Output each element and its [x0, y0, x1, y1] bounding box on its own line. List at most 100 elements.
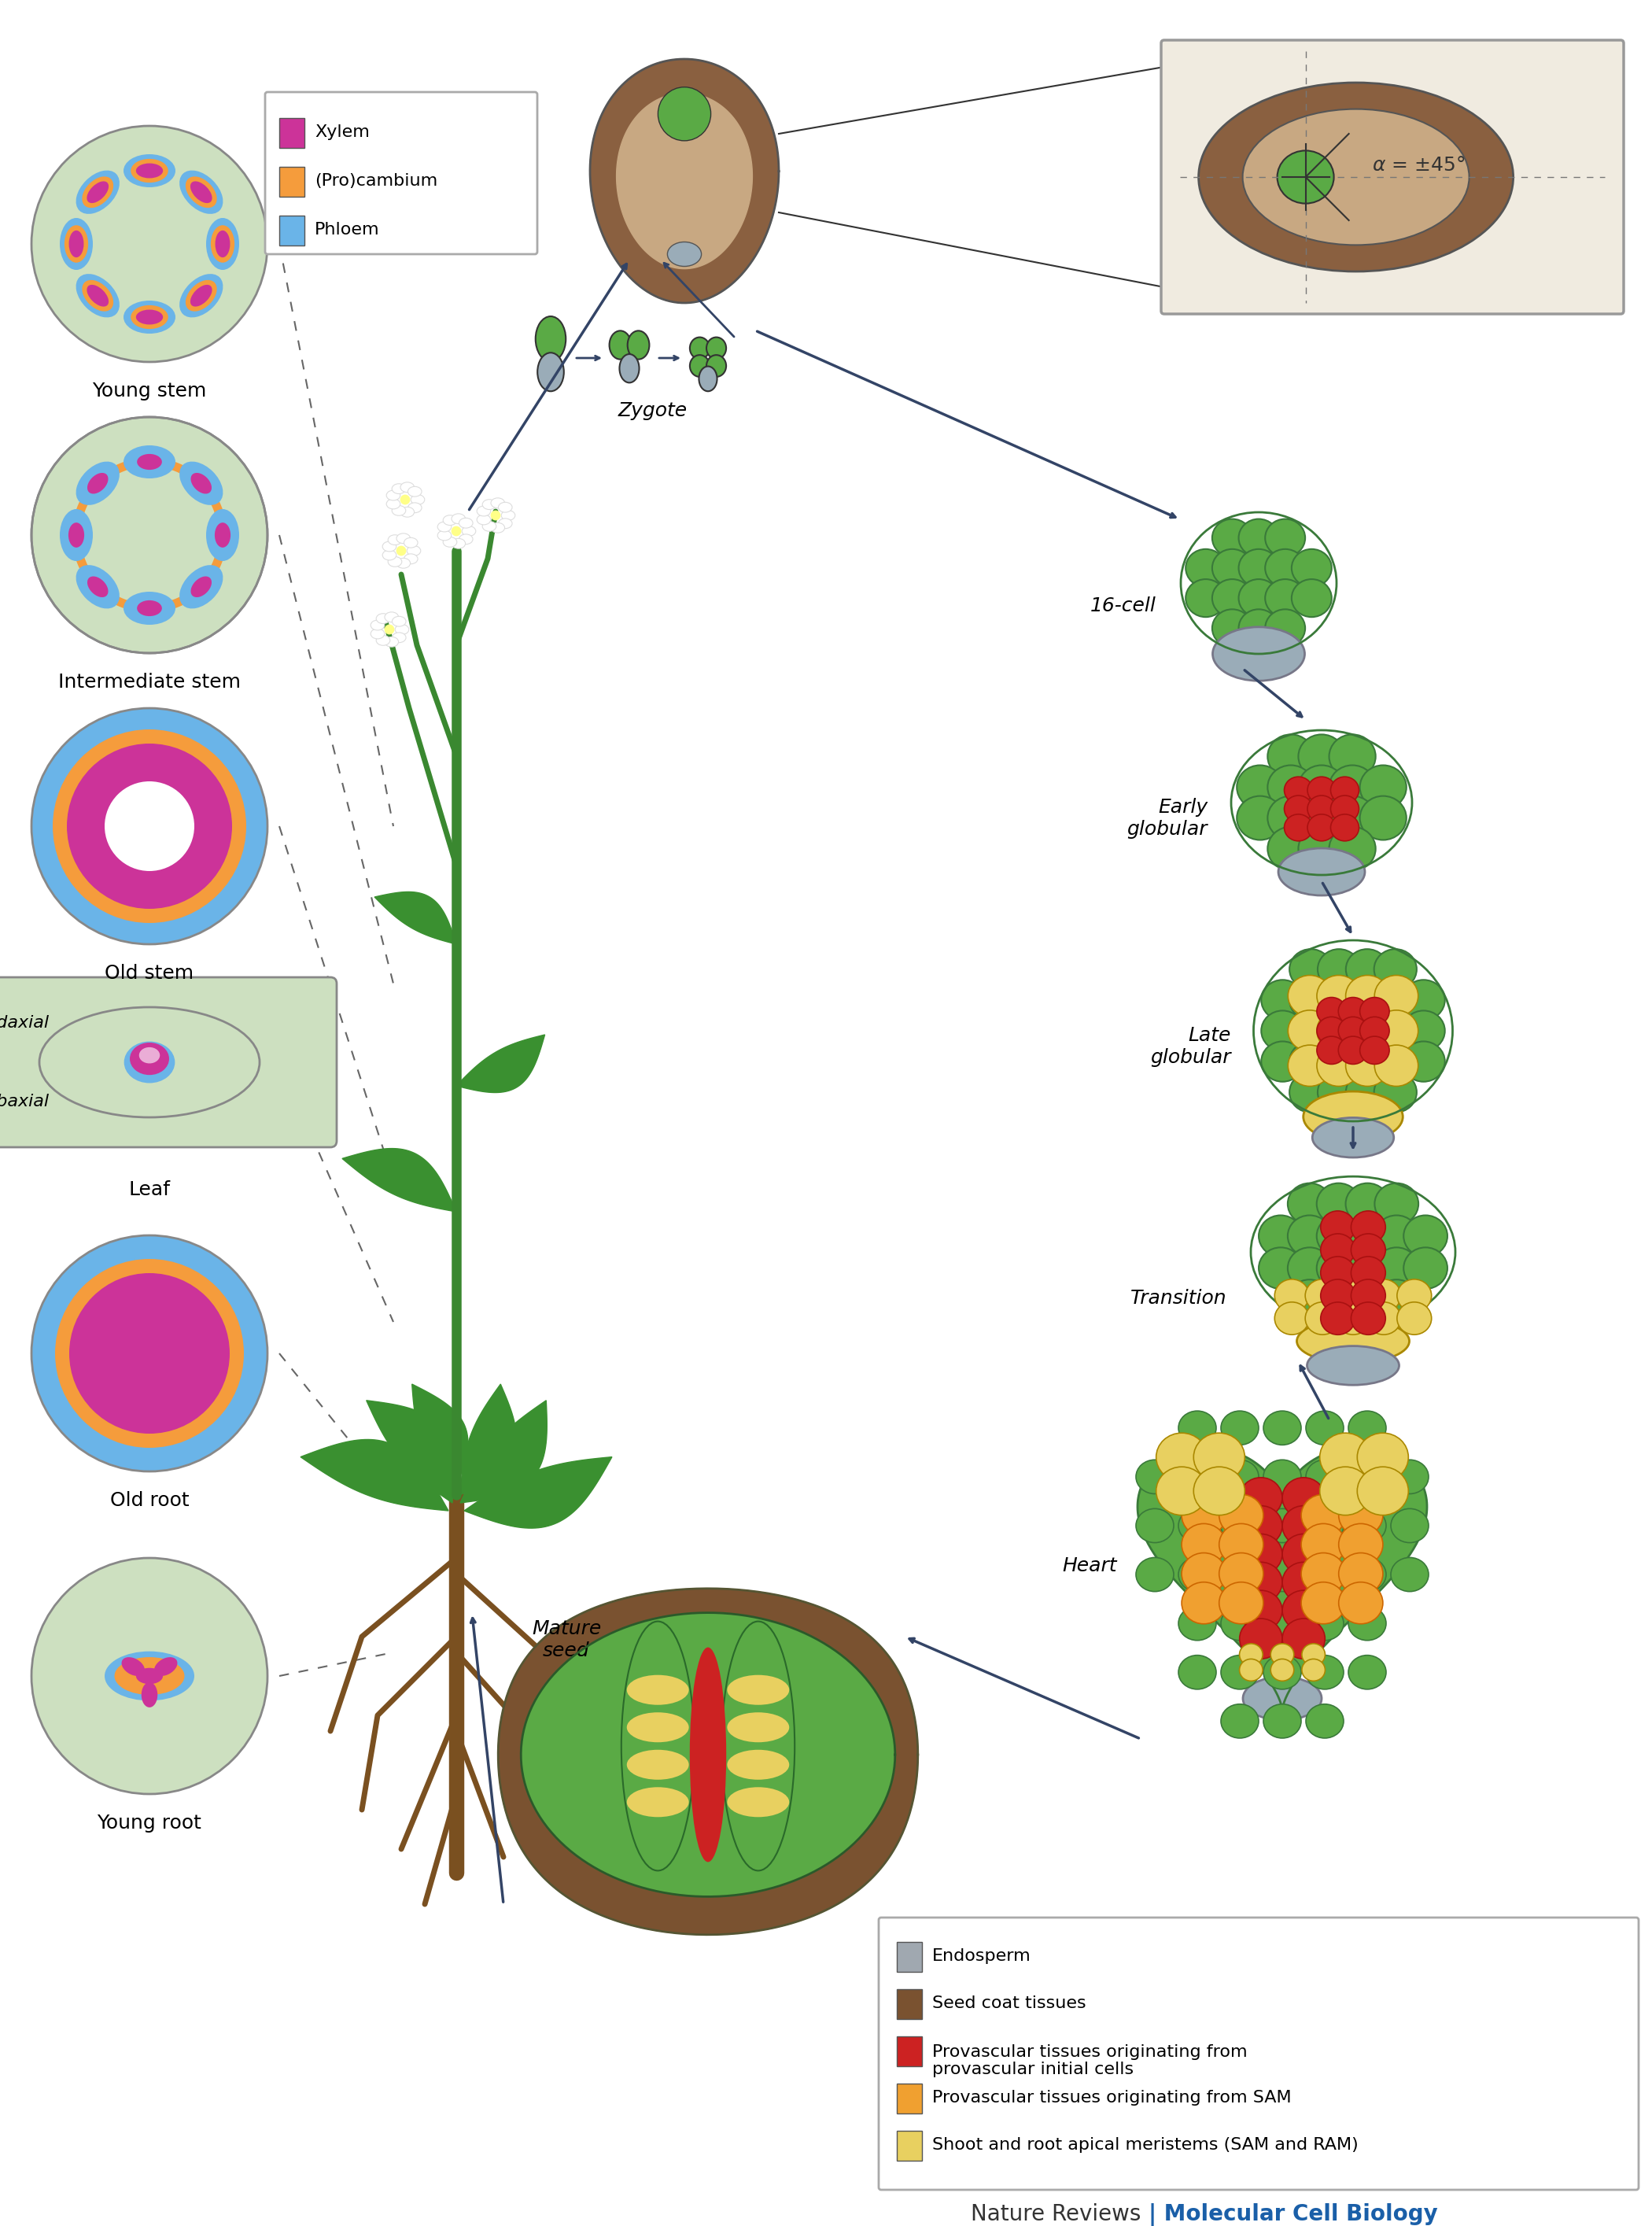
Ellipse shape — [1260, 979, 1303, 1020]
Ellipse shape — [657, 87, 710, 140]
Polygon shape — [1138, 1447, 1427, 1710]
Bar — [897, 2037, 922, 2066]
Ellipse shape — [1303, 1091, 1403, 1142]
Ellipse shape — [722, 1621, 795, 1870]
Ellipse shape — [1302, 1554, 1345, 1594]
Ellipse shape — [137, 454, 162, 470]
Ellipse shape — [1348, 1656, 1386, 1690]
Ellipse shape — [1237, 766, 1284, 810]
Ellipse shape — [1348, 1607, 1386, 1641]
Ellipse shape — [137, 601, 162, 617]
Ellipse shape — [1404, 1215, 1447, 1258]
Ellipse shape — [1259, 1247, 1302, 1289]
Ellipse shape — [1221, 1705, 1259, 1739]
Bar — [897, 1990, 922, 2019]
Ellipse shape — [1348, 1558, 1386, 1592]
Ellipse shape — [1305, 1656, 1343, 1690]
Ellipse shape — [395, 626, 410, 634]
Ellipse shape — [1305, 1302, 1340, 1336]
Ellipse shape — [1264, 1411, 1302, 1445]
Ellipse shape — [1338, 997, 1368, 1026]
Ellipse shape — [124, 154, 175, 187]
Ellipse shape — [1282, 1478, 1325, 1518]
Ellipse shape — [1346, 1042, 1388, 1082]
Ellipse shape — [1320, 1434, 1371, 1480]
Ellipse shape — [1338, 1523, 1383, 1565]
Ellipse shape — [620, 354, 639, 383]
Ellipse shape — [68, 523, 84, 548]
Text: Young root: Young root — [97, 1814, 202, 1832]
Ellipse shape — [1137, 1558, 1173, 1592]
Ellipse shape — [1279, 848, 1365, 895]
Ellipse shape — [124, 592, 175, 626]
Ellipse shape — [1318, 948, 1360, 988]
Ellipse shape — [1284, 777, 1313, 804]
Ellipse shape — [1239, 1643, 1262, 1665]
Ellipse shape — [387, 499, 400, 510]
Ellipse shape — [1178, 1411, 1216, 1445]
Ellipse shape — [628, 332, 649, 358]
Polygon shape — [616, 93, 752, 269]
Ellipse shape — [1403, 979, 1446, 1020]
Text: (Pro)cambium: (Pro)cambium — [314, 174, 438, 189]
Ellipse shape — [1320, 1280, 1355, 1311]
Ellipse shape — [1346, 975, 1389, 1017]
Text: 16-cell: 16-cell — [1090, 597, 1156, 614]
Ellipse shape — [392, 617, 406, 626]
Ellipse shape — [131, 1042, 169, 1075]
Ellipse shape — [451, 525, 461, 536]
Ellipse shape — [76, 461, 119, 505]
Text: Heart: Heart — [1062, 1556, 1117, 1576]
Ellipse shape — [190, 180, 211, 203]
Ellipse shape — [1374, 1247, 1419, 1289]
Ellipse shape — [1178, 1558, 1216, 1592]
Ellipse shape — [40, 1006, 259, 1117]
Ellipse shape — [667, 243, 702, 267]
Text: Shoot and root apical meristems (SAM and RAM): Shoot and root apical meristems (SAM and… — [932, 2137, 1358, 2153]
Polygon shape — [411, 1385, 468, 1496]
Ellipse shape — [215, 523, 231, 548]
Ellipse shape — [626, 1712, 689, 1743]
Ellipse shape — [1391, 1558, 1429, 1592]
Ellipse shape — [1194, 1434, 1244, 1480]
Ellipse shape — [1338, 1017, 1368, 1044]
Ellipse shape — [400, 494, 410, 505]
Ellipse shape — [392, 505, 406, 516]
Ellipse shape — [1219, 1583, 1264, 1623]
Ellipse shape — [691, 354, 710, 376]
Polygon shape — [590, 60, 778, 303]
Ellipse shape — [1305, 1705, 1343, 1739]
Ellipse shape — [727, 1750, 790, 1779]
Ellipse shape — [1181, 1583, 1226, 1623]
Text: Phloem: Phloem — [314, 223, 380, 238]
Ellipse shape — [66, 743, 231, 908]
Ellipse shape — [1265, 550, 1305, 588]
Ellipse shape — [1330, 797, 1376, 839]
Ellipse shape — [1366, 1280, 1401, 1311]
Ellipse shape — [1270, 1643, 1294, 1665]
Ellipse shape — [59, 218, 93, 269]
Ellipse shape — [185, 176, 216, 207]
Ellipse shape — [1178, 1607, 1216, 1641]
Ellipse shape — [1178, 1460, 1216, 1494]
Ellipse shape — [482, 499, 496, 510]
Ellipse shape — [69, 232, 84, 258]
Ellipse shape — [383, 541, 396, 552]
Ellipse shape — [491, 523, 506, 532]
Ellipse shape — [1265, 579, 1305, 617]
Ellipse shape — [1307, 815, 1336, 841]
Text: Endosperm: Endosperm — [932, 1948, 1031, 1963]
Text: Mature
seed: Mature seed — [532, 1621, 601, 1661]
Polygon shape — [367, 1400, 453, 1503]
Ellipse shape — [1239, 1505, 1282, 1547]
Ellipse shape — [388, 534, 401, 545]
Ellipse shape — [69, 1273, 230, 1434]
Ellipse shape — [1317, 975, 1361, 1017]
Ellipse shape — [1320, 1211, 1355, 1244]
Ellipse shape — [1221, 1460, 1259, 1494]
Ellipse shape — [1360, 766, 1406, 810]
Ellipse shape — [1374, 1073, 1417, 1113]
Ellipse shape — [392, 483, 406, 494]
Ellipse shape — [1320, 1302, 1355, 1336]
Ellipse shape — [1221, 1607, 1259, 1641]
